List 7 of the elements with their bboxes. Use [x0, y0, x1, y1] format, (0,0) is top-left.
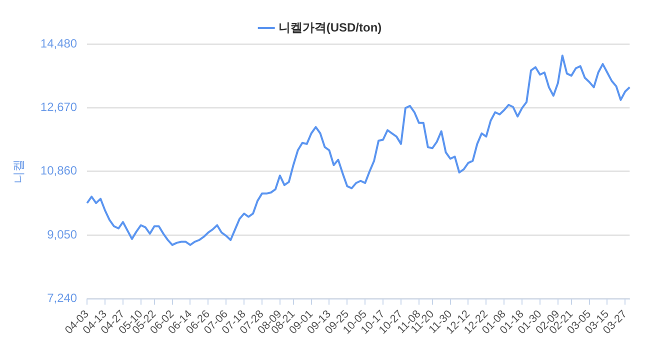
y-tick-label: 14,480 — [40, 36, 78, 50]
y-tick-label: 10,860 — [40, 164, 78, 178]
y-tick-label: 9,050 — [47, 227, 78, 242]
legend-label: 니켈가격(USD/ton) — [278, 20, 382, 34]
y-tick-label: 12,670 — [40, 100, 78, 114]
y-tick-label: 7,240 — [47, 291, 78, 306]
y-axis-title: 니켈 — [12, 159, 26, 184]
